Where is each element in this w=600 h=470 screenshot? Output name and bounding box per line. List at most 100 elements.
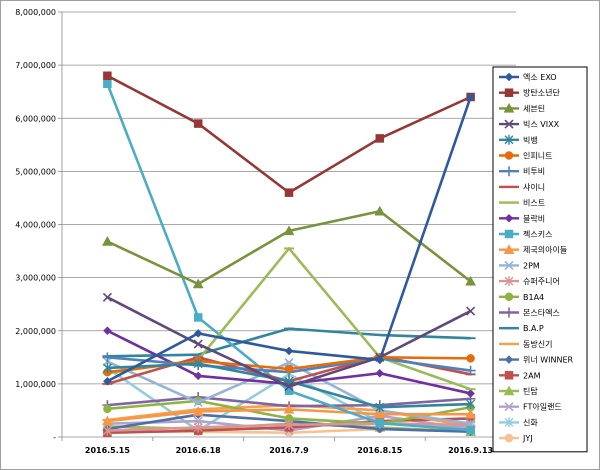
data-point bbox=[466, 389, 475, 398]
data-point bbox=[193, 339, 203, 349]
data-point bbox=[374, 408, 386, 419]
data-point bbox=[192, 405, 204, 416]
data-point bbox=[193, 422, 203, 433]
legend-marker bbox=[504, 119, 514, 129]
data-point bbox=[193, 313, 203, 322]
legend-label: B1A4 bbox=[523, 293, 544, 302]
legend-label: 2PM bbox=[523, 261, 540, 270]
series-2 bbox=[103, 71, 475, 197]
x-tick-label: 2016.5.15 bbox=[85, 446, 130, 455]
legend-label: 엑소 EXO bbox=[523, 72, 557, 82]
legend-label: 방탄소년단 bbox=[523, 88, 560, 98]
legend-marker bbox=[503, 244, 515, 254]
data-point bbox=[284, 364, 294, 374]
x-axis-ticks: 2016.5.15 2016.6.18 2016.7.9 2016.8.15 2016.… bbox=[61, 437, 517, 455]
data-point bbox=[102, 362, 112, 373]
legend-marker bbox=[504, 292, 514, 302]
legend-entry: 신화 bbox=[499, 417, 538, 428]
legend-entry: 2AM bbox=[499, 371, 541, 380]
legend-marker bbox=[504, 417, 514, 428]
data-point bbox=[466, 425, 475, 435]
legend-label: 세븐틴 bbox=[523, 103, 545, 113]
y-tick-label: 1,000,000 bbox=[15, 380, 56, 389]
legend-entry: JYJ bbox=[499, 433, 533, 443]
data-point bbox=[103, 71, 112, 80]
legend-label: 젝스키스 bbox=[523, 229, 552, 239]
data-point bbox=[465, 275, 477, 286]
legend-entry: 인피니트 bbox=[499, 151, 552, 161]
legend-entry: 엑소 EXO bbox=[499, 72, 557, 82]
legend-entry: 샤이니 bbox=[499, 182, 545, 192]
legend-label: 인피니트 bbox=[523, 151, 552, 161]
data-point bbox=[102, 425, 112, 436]
legend-marker bbox=[504, 88, 514, 97]
data-point bbox=[284, 188, 294, 197]
data-point bbox=[465, 365, 476, 376]
x-tick-label: 2016.8.15 bbox=[357, 446, 402, 455]
legend-label: 몬스타엑스 bbox=[523, 308, 560, 318]
legend-label: 2AM bbox=[523, 371, 541, 380]
legend-entry: B1A4 bbox=[499, 292, 544, 302]
data-point bbox=[192, 278, 204, 289]
legend-marker bbox=[504, 371, 514, 380]
legend-marker bbox=[504, 276, 514, 287]
legend-label: 슈퍼주니어 bbox=[523, 276, 560, 286]
legend-marker bbox=[504, 402, 514, 412]
data-point bbox=[466, 399, 476, 410]
legend-label: 블락비 bbox=[523, 213, 545, 223]
legend-entry: 제국의아이들 bbox=[499, 244, 567, 255]
data-point bbox=[284, 346, 294, 356]
data-point bbox=[103, 404, 112, 414]
series-line bbox=[106, 74, 472, 194]
data-point bbox=[466, 92, 475, 102]
y-axis-ticks: - 1,000,000 2,000,000 3,000,000 4,000,000 5,0… bbox=[15, 8, 62, 442]
data-point bbox=[193, 371, 203, 381]
legend-label: B.A.P bbox=[523, 324, 544, 333]
legend-marker bbox=[504, 134, 514, 145]
legend-label: 신화 bbox=[523, 418, 538, 427]
legend-entry: 빅뱅 bbox=[499, 134, 538, 145]
legend-marker bbox=[504, 151, 514, 160]
legend-entry: B.A.P bbox=[499, 324, 544, 333]
data-point bbox=[375, 402, 385, 413]
data-point bbox=[374, 205, 386, 216]
legend-entry: 블락비 bbox=[499, 213, 545, 223]
data-point bbox=[102, 292, 112, 302]
data-point bbox=[103, 79, 112, 88]
data-point bbox=[284, 381, 294, 392]
legend-marker bbox=[504, 307, 514, 318]
data-point bbox=[101, 235, 113, 246]
data-point bbox=[466, 306, 476, 316]
series-3 bbox=[101, 205, 477, 289]
legend-entry: FT아일랜드 bbox=[499, 402, 562, 412]
legend-label: 비스트 bbox=[523, 199, 545, 208]
legend-label: 샤이니 bbox=[523, 182, 545, 192]
legend-entry: 위너 WINNER bbox=[499, 355, 574, 365]
x-tick-label: 2016.7.9 bbox=[269, 446, 309, 455]
data-point bbox=[102, 352, 113, 363]
data-point bbox=[193, 119, 203, 128]
series-4 bbox=[102, 292, 476, 392]
legend-entry: 동방신기 bbox=[499, 339, 552, 349]
data-point bbox=[283, 225, 295, 236]
legend-entry: 비스트 bbox=[499, 199, 545, 208]
legend-label: JYJ bbox=[522, 434, 533, 443]
legend-label: 빅스 VIXX bbox=[523, 120, 560, 129]
legend-marker bbox=[504, 355, 514, 364]
data-point bbox=[375, 418, 385, 428]
series-5 bbox=[102, 358, 476, 413]
legend-entry: 젝스키스 bbox=[499, 229, 552, 239]
y-tick-label: 7,000,000 bbox=[15, 61, 56, 70]
data-point bbox=[283, 403, 295, 414]
series-12 bbox=[101, 403, 477, 426]
legend-entry: 슈퍼주니어 bbox=[499, 276, 560, 286]
legend-marker bbox=[504, 260, 514, 270]
legend-marker bbox=[503, 385, 515, 396]
legend-entry: 방탄소년단 bbox=[499, 88, 560, 98]
y-tick-label: 8,000,000 bbox=[15, 8, 56, 17]
data-point bbox=[375, 134, 385, 143]
data-point bbox=[465, 408, 477, 419]
y-tick-label: 3,000,000 bbox=[15, 274, 56, 283]
